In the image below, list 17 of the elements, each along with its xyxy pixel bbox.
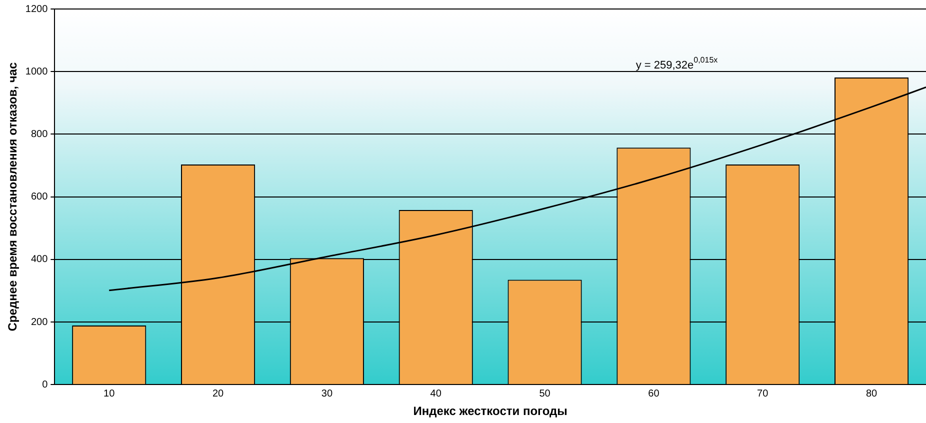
y-axis-title: Среднее время восстановления отказов, час (6, 62, 20, 332)
y-tick-label: 1000 (25, 66, 48, 78)
y-tick-label: 0 (42, 379, 48, 390)
x-tick-label: 10 (104, 388, 116, 400)
y-tick-label: 600 (30, 192, 48, 203)
x-tick-label: 30 (321, 388, 333, 400)
x-tick-label: 20 (212, 388, 224, 400)
x-tick-label: 50 (539, 388, 551, 400)
x-tick-label: 60 (648, 388, 660, 400)
y-tick-label: 200 (30, 316, 48, 328)
x-tick-label: 70 (757, 388, 769, 400)
y-tick-label: 1200 (25, 4, 48, 15)
y-tick-label: 400 (30, 254, 48, 266)
y-tick-label: 800 (30, 128, 48, 140)
x-tick-label: 40 (430, 388, 442, 400)
x-axis-title: Индекс жесткости погоды (413, 404, 568, 418)
x-tick-label: 80 (866, 388, 878, 400)
